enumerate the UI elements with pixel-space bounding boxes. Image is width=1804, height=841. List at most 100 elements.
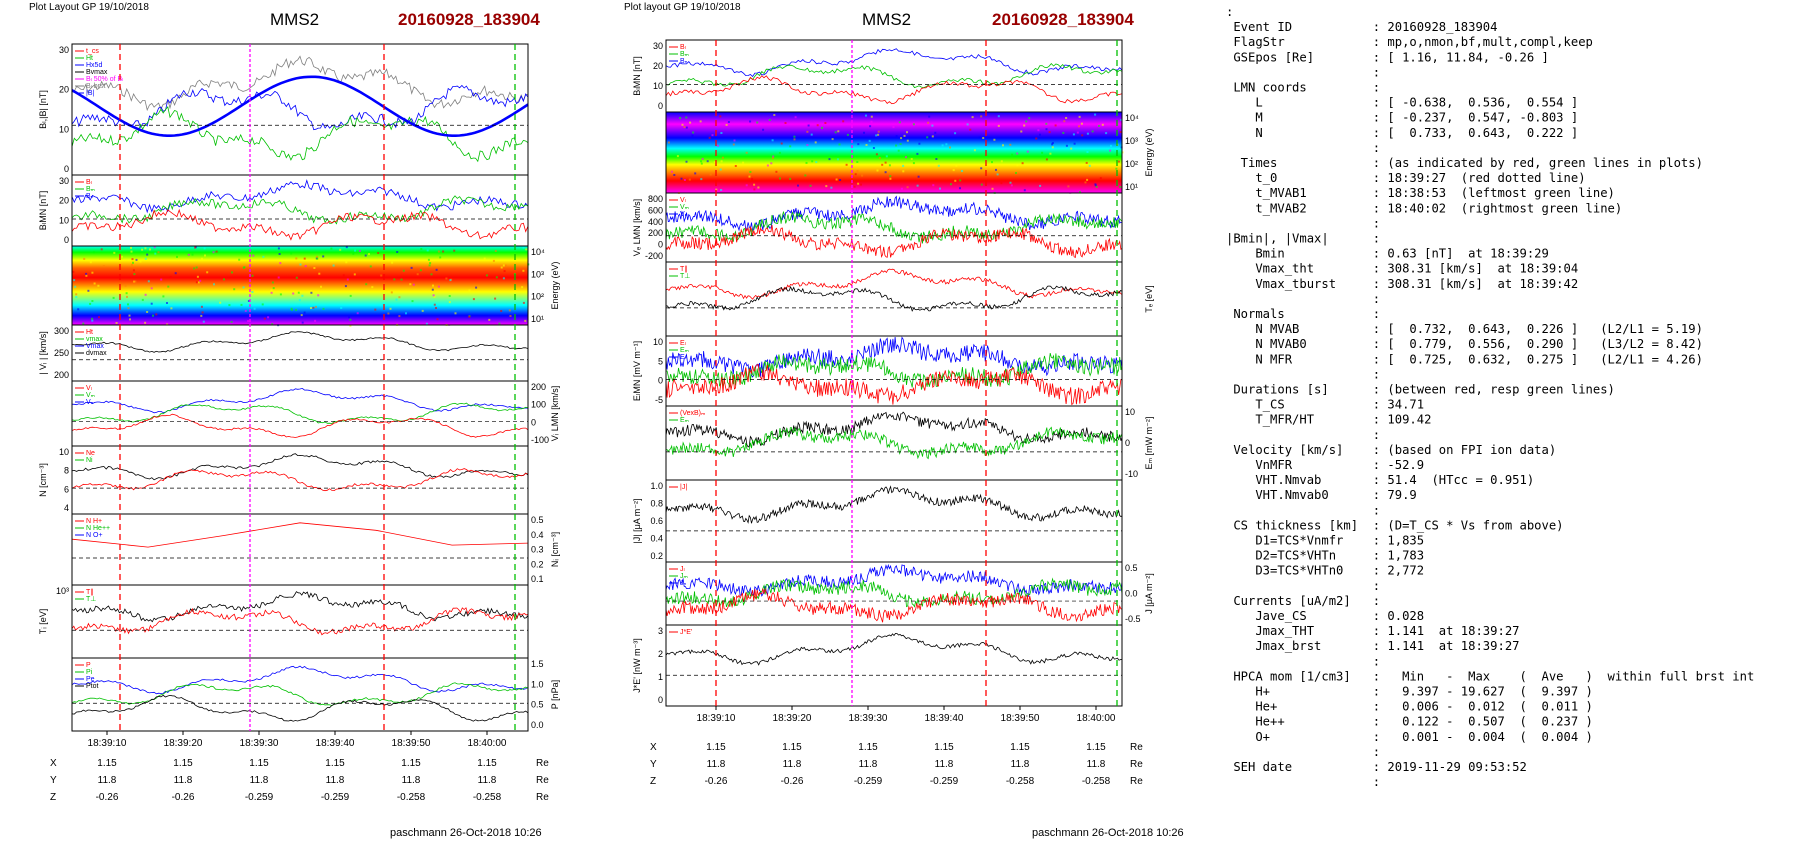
mid-panel-1-trace-1 <box>665 48 1123 78</box>
left-panel-2-legend-entry: Bₙ <box>86 193 94 200</box>
left-pos-value: 1.15 <box>325 758 345 769</box>
mid-pos-value: -0.26 <box>781 776 804 787</box>
left-panel-6-ylabel: N [cm⁻³] <box>38 463 48 497</box>
mid-panel-5-trace-2 <box>666 353 1123 390</box>
mid-pos-label: Z <box>650 776 656 787</box>
mid-pos-value: -0.258 <box>1006 776 1035 787</box>
mid-panel-3-legend-entry: Vₘ <box>680 204 689 211</box>
mid-panel-9-legend-entry: J*E' <box>680 629 692 636</box>
left-panel-4-tick-label: 250 <box>54 348 69 358</box>
left-panel-3-tick-label: 10² <box>531 292 544 302</box>
info-line: : <box>1226 65 1380 79</box>
left-panel-7-legend-entry: N He++ <box>86 525 110 532</box>
mid-panel-8-ylabel: J [μA m⁻²] <box>1144 573 1154 613</box>
mid-panel-7-tick-label: 0.2 <box>650 551 663 561</box>
mid-panel-9-tick-label: 2 <box>658 649 663 659</box>
left-panel-2-legend-entry: Bₘ <box>86 186 95 193</box>
left-pos-unit: Re <box>536 758 549 769</box>
left-panel-2-ylabel: BₗMN [nT] <box>38 191 48 231</box>
left-panel-4-legend-entry: vmax <box>86 336 103 343</box>
mid-panel-8-legend-entry: Jₙ <box>680 580 687 587</box>
left-panel-1-legend-entry: Hx5d <box>86 62 102 69</box>
left-panel-8-trace-1 <box>71 591 529 623</box>
left-panel-5-legend-entry: Vₙ <box>86 399 94 406</box>
info-line: Normals : <box>1226 307 1380 321</box>
mid-spectrogram <box>666 112 1122 193</box>
mid-panel-9-tick-label: 0 <box>658 695 663 705</box>
left-pos-value: 11.8 <box>478 775 497 786</box>
info-line: Times : (as indicated by red, green line… <box>1226 156 1703 170</box>
mid-panel-1-trace-2 <box>665 63 1123 89</box>
mid-panel-8-tick-label: 0.5 <box>1125 563 1138 573</box>
info-line: SEH date : 2019-11-29 09:53:52 <box>1226 760 1527 774</box>
left-pos-value: -0.259 <box>321 792 350 803</box>
mid-panel-9-tick-label: 1 <box>658 672 663 682</box>
left-panel-1-legend-entry: Bₗ 50% of Bₗ <box>86 76 123 83</box>
left-panel-7-tick-label: 0.3 <box>531 545 544 555</box>
mid-panel-9-frame <box>665 624 1123 707</box>
mid-panel-6-tick-label: -10 <box>1125 469 1138 479</box>
left-panel-9-frame <box>71 657 529 732</box>
info-line: L : [ -0.638, 0.536, 0.554 ] <box>1226 96 1578 110</box>
info-line: : <box>1226 503 1380 517</box>
mid-panel-3-legend-entry: Vₗ <box>680 197 686 204</box>
left-panel-4-legend-entry: dvmax <box>86 350 107 357</box>
left-panel-1-legend-entry: t_cs <box>86 48 99 55</box>
left-pos-value: 1.15 <box>173 758 193 769</box>
mid-panel-2-tick-label: 10¹ <box>1125 182 1138 192</box>
left-panel-6-legend-entry: Ne <box>86 450 95 457</box>
mid-panel-3-tick-label: -200 <box>645 251 663 261</box>
info-line: D2=TCS*VHTn : 1,783 <box>1226 549 1424 563</box>
mid-panel-3-ylabel: Vₑ LMN [km/s] <box>632 199 642 256</box>
left-pos-unit: Re <box>536 775 549 786</box>
mid-panel-5-tick-label: 0 <box>658 376 663 386</box>
left-time-tick-label: 18:39:20 <box>164 738 203 749</box>
left-panel-8-ylabel: Tᵢ [eV] <box>38 609 48 634</box>
mid-panel-1-legend-entry: Bₘ <box>680 51 689 58</box>
info-line: : <box>1226 292 1380 306</box>
mid-panel-5-tick-label: -5 <box>655 395 663 405</box>
info-line: N MVAB : [ 0.732, 0.643, 0.226 ] (L2/L1 … <box>1226 322 1703 336</box>
info-line: : <box>1226 5 1233 19</box>
mid-pos-label: X <box>650 742 657 753</box>
mid-footer: paschmann 26-Oct-2018 10:26 <box>1032 827 1184 839</box>
left-panel-2-legend-entry: Bₗ <box>86 179 92 186</box>
middle-column: Plot layout GP 19/10/2018 MMS2 20160928_18… <box>624 2 1184 839</box>
left-panel-2-tick-label: 20 <box>59 196 69 206</box>
left-panel-6-trace-1 <box>71 453 529 481</box>
left-panel-4-frame <box>71 324 529 382</box>
info-line: T_MFR/HT : 109.42 <box>1226 413 1431 427</box>
mid-spacecraft-title: MMS2 <box>862 10 911 29</box>
left-pos-value: 1.15 <box>249 758 269 769</box>
mid-panel-4-trace-2 <box>665 285 1123 312</box>
left-panel-3-tick-label: 10⁴ <box>531 247 545 257</box>
mid-time-tick-label: 18:39:30 <box>849 713 888 724</box>
info-line: VHT.Nmvab : 51.4 (HTcc = 0.951) <box>1226 473 1534 487</box>
info-line: Vmax_tht : 308.31 [km/s] at 18:39:04 <box>1226 262 1578 276</box>
left-pos-label: Y <box>50 775 57 786</box>
mid-time-tick-label: 18:39:50 <box>1001 713 1040 724</box>
info-line: T_CS : 34.71 <box>1226 398 1424 412</box>
left-panel-1-tick-label: 0 <box>64 164 69 174</box>
left-panel-2-trace-1 <box>71 179 529 214</box>
mid-panel-5-legend-entry: Eₘ <box>680 347 689 354</box>
mid-panel-9: 3 2 1 0 J*E' [nW m⁻³] J*E' <box>632 624 1123 707</box>
mid-panel-1-tick-label: 20 <box>653 61 663 71</box>
left-panel-1-tick-label: 20 <box>59 85 69 95</box>
left-panel-7-legend-entry: N H+ <box>86 518 102 525</box>
left-panel-7-legend-entry: N O+ <box>86 532 103 539</box>
left-panel-8: 10³ Tᵢ [eV] T∥T⊥ <box>38 584 529 659</box>
left-layout-label: Plot Layout GP 19/10/2018 <box>29 2 149 13</box>
mid-panel-6-trace-1 <box>665 411 1123 448</box>
info-line: VHT.Nmvab0 : 79.9 <box>1226 488 1417 502</box>
mid-pos-value: -0.259 <box>854 776 883 787</box>
left-time-tick-label: 18:39:30 <box>240 738 279 749</box>
mid-panel-6-ylabel: Eₘ [mW m⁻²] <box>1144 417 1154 470</box>
left-panel-7-tick-label: 0.1 <box>531 574 544 584</box>
mid-panel-7-legend-entry: |J| <box>680 484 687 491</box>
mid-pos-value: -0.258 <box>1082 776 1111 787</box>
info-line: Durations [s] : (between red, resp green… <box>1226 383 1615 397</box>
mid-panel-1-tick-label: 10 <box>653 81 663 91</box>
